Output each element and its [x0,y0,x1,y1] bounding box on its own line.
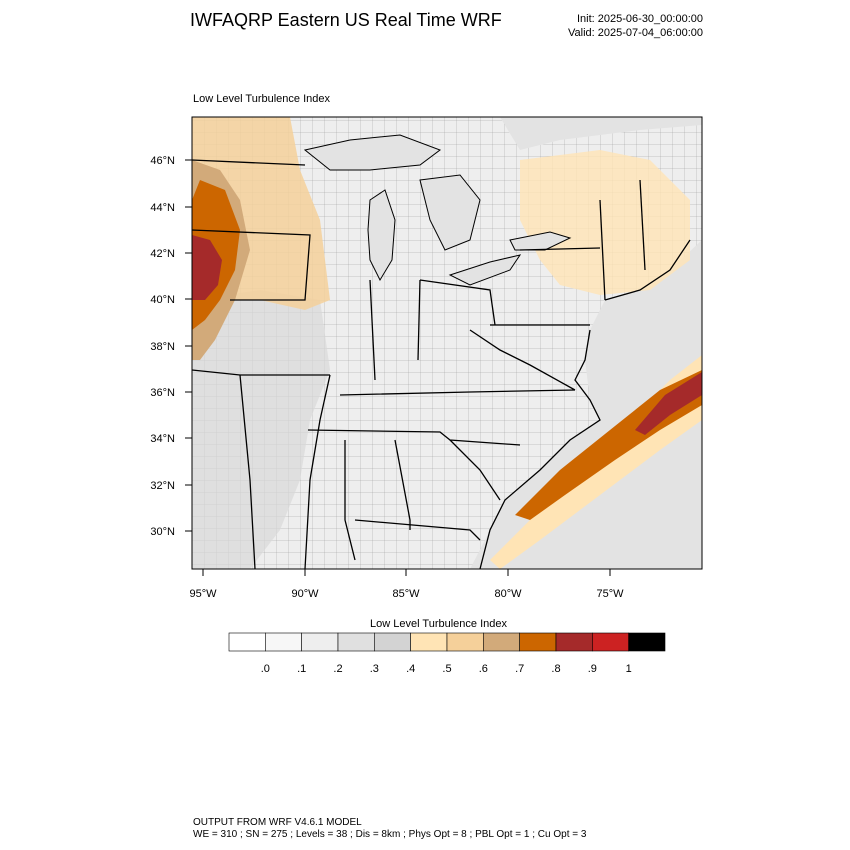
colorbar-tick-label: .6 [478,663,488,675]
colorbar-swatch [592,632,629,652]
coastline-northeast [604,239,691,301]
lake-superior [303,134,442,171]
map-area [192,117,702,569]
colorbar-swatch [337,632,375,652]
valid-time-label: Valid: 2025-07-04_06:00:00 [568,27,703,39]
colorbar-tick-label: .7 [515,663,525,675]
colorbar-swatch [555,632,593,652]
latitude-ticks: 46°N 44°N 42°N 40°N 38°N 36°N 34°N 32°N 30°N [150,155,192,538]
colorbar-swatch [410,632,448,652]
lon-tick-label: 80°W [494,588,522,600]
colorbar-swatch [301,632,339,652]
field-darkred-northwest [192,235,222,300]
colorbar-tick-label: .0 [260,663,270,675]
colorbar-swatch [628,632,666,652]
lat-tick-label: 34°N [150,433,175,445]
footer-model-params: WE = 310 ; SN = 275 ; Levels = 38 ; Dis … [193,829,587,840]
colorbar-swatch [228,632,266,652]
lat-tick-label: 46°N [150,155,175,167]
colorbar-tick-label: 1 [625,663,632,675]
colorbar-tick-label: .8 [551,663,561,675]
lon-tick-label: 75°W [596,588,624,600]
coastline [479,329,601,569]
field-gray-west [192,290,330,569]
longitude-ticks: 95°W 90°W 85°W 80°W 75°W [189,569,624,600]
colorbar-tick-label: .4 [406,663,416,675]
colorbar-tick-label: .1 [297,663,307,675]
lake-michigan [367,189,396,282]
lat-tick-label: 40°N [150,294,175,306]
colorbar-tick-label: .3 [369,663,379,675]
panel-title: Low Level Turbulence Index [193,93,330,105]
main-title: IWFAQRP Eastern US Real Time WRF [190,10,502,30]
colorbar-swatch [519,632,557,652]
lat-tick-label: 44°N [150,202,175,214]
lat-tick-label: 30°N [150,526,175,538]
colorbar-tick-label: .9 [587,663,597,675]
lat-tick-label: 38°N [150,341,175,353]
lon-tick-label: 90°W [291,588,319,600]
lake-huron [419,174,481,251]
lat-tick-label: 32°N [150,480,175,492]
state-boundaries [192,159,646,569]
lat-tick-label: 42°N [150,248,175,260]
colorbar-swatch [265,632,302,652]
colorbar-swatch [374,632,411,652]
lake-erie [448,254,522,286]
footer-model-info: OUTPUT FROM WRF V4.6.1 MODEL [193,817,362,828]
lon-tick-label: 85°W [392,588,420,600]
lon-tick-label: 95°W [189,588,217,600]
lat-tick-label: 36°N [150,387,175,399]
map-frame [191,116,703,570]
field-darkred-atlantic [635,372,702,435]
colorbar-swatch [446,632,484,652]
field-tan-northeast [520,150,690,295]
colorbar-swatch [483,632,520,652]
colorbar-tick-label: .2 [333,663,343,675]
colorbar-tick-label: .5 [442,663,452,675]
init-time-label: Init: 2025-06-30_00:00:00 [577,13,703,25]
colorbar-title: Low Level Turbulence Index [370,618,507,630]
colorbar [228,632,666,652]
lake-ontario [509,231,572,251]
